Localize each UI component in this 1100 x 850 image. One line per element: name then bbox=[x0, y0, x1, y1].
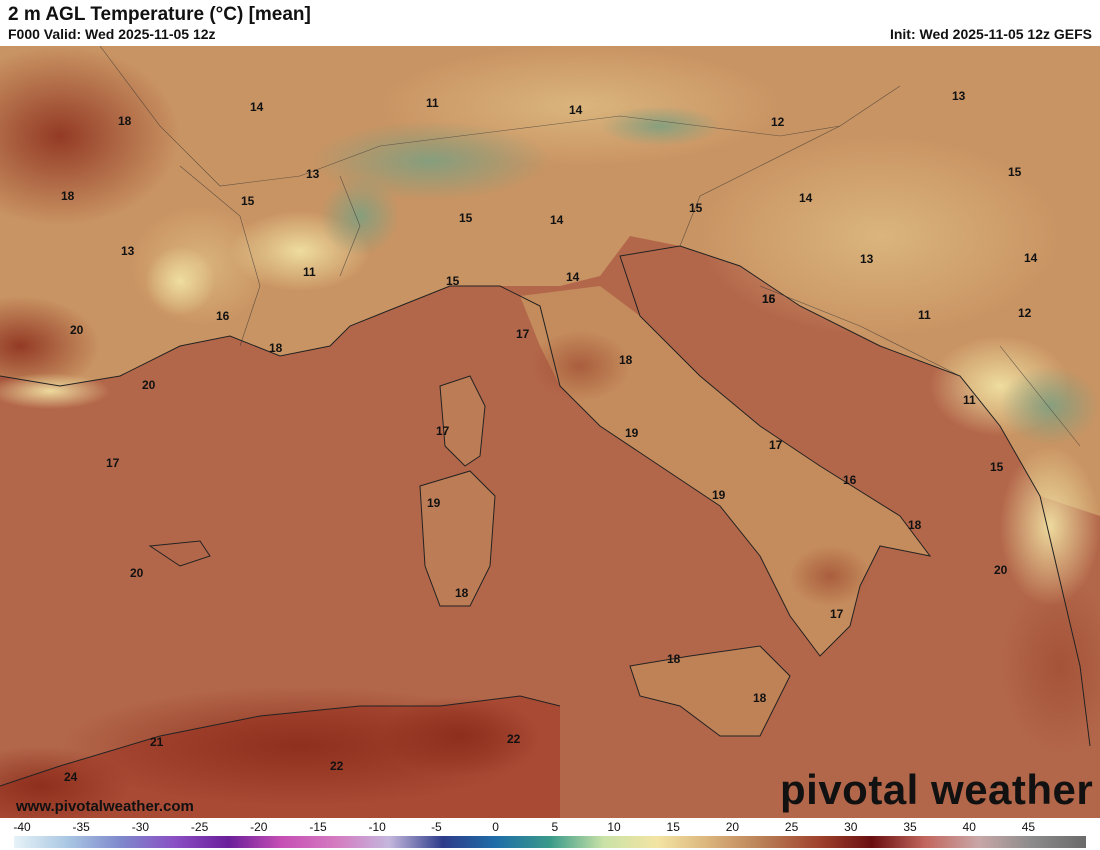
map-value-label: 15 bbox=[241, 194, 255, 208]
map-value-label: 14 bbox=[550, 213, 564, 227]
map-value-label: 19 bbox=[427, 496, 441, 510]
colorbar-tick-label: -40 bbox=[13, 820, 31, 834]
colorbar-tick-label: 35 bbox=[903, 820, 917, 834]
cool-region bbox=[1000, 446, 1100, 606]
warm-region bbox=[530, 331, 630, 401]
land-sicily bbox=[630, 646, 790, 736]
brand-logo: pivotal weather bbox=[780, 766, 1094, 813]
map-value-label: 18 bbox=[908, 518, 922, 532]
map-value-label: 18 bbox=[753, 691, 767, 705]
borders bbox=[99, 46, 1081, 447]
map-value-label: 20 bbox=[130, 566, 144, 580]
colorbar-tick-label: 25 bbox=[785, 820, 799, 834]
map-value-label: 15 bbox=[990, 460, 1004, 474]
map-value-label: 15 bbox=[446, 274, 460, 288]
map-value-label: 13 bbox=[306, 167, 320, 181]
colorbar-tick-label: -15 bbox=[309, 820, 327, 834]
colorbar-tick-label: 5 bbox=[551, 820, 558, 834]
map-header: 2 m AGL Temperature (°C) [mean] F000 Val… bbox=[0, 0, 1100, 46]
map-value-label: 13 bbox=[121, 244, 135, 258]
warm-region bbox=[790, 546, 870, 606]
map-value-label: 21 bbox=[150, 735, 164, 749]
warm-region bbox=[0, 46, 180, 226]
map-value-label: 13 bbox=[860, 252, 874, 266]
colorbar-tick-label: -20 bbox=[250, 820, 268, 834]
cold-region bbox=[320, 176, 400, 256]
colorbar-tick-label: 30 bbox=[844, 820, 858, 834]
map-value-label: 18 bbox=[619, 353, 633, 367]
map-value-label: 15 bbox=[762, 292, 776, 306]
warm-region bbox=[0, 746, 130, 818]
map-value-label: 19 bbox=[712, 488, 726, 502]
map-value-label: 11 bbox=[963, 393, 976, 407]
map-value-label: 11 bbox=[426, 96, 439, 110]
map-value-label: 11 bbox=[918, 308, 931, 322]
colorbar-tick-label: 40 bbox=[963, 820, 977, 834]
map-value-label: 17 bbox=[106, 456, 120, 470]
map-value-label: 22 bbox=[330, 759, 344, 773]
map-value-label: 18 bbox=[667, 652, 681, 666]
map-value-label: 22 bbox=[507, 732, 521, 746]
map-value-label: 17 bbox=[769, 438, 783, 452]
colorbar: -40 -35 -30 -25 -20 -15 -10 -5 0 5 10 15 20 25 30 35 40 4… bbox=[0, 818, 1100, 850]
map-value-label: 20 bbox=[994, 563, 1008, 577]
map-value-label: 16 bbox=[216, 309, 230, 323]
init-time: Init: Wed 2025-11-05 12z GEFS bbox=[889, 26, 1092, 42]
map-canvas: 18 14 11 14 12 13 18 15 13 15 14 15 14 1… bbox=[0, 46, 1100, 818]
map-value-label: 14 bbox=[799, 191, 813, 205]
land-corsica bbox=[440, 376, 485, 466]
map-value-label: 14 bbox=[250, 100, 264, 114]
map-value-label: 17 bbox=[436, 424, 450, 438]
map-value-label: 16 bbox=[762, 292, 776, 306]
map-value-label: 16 bbox=[843, 473, 857, 487]
map-value-label: 17 bbox=[516, 327, 530, 341]
map-value-label: 14 bbox=[566, 270, 580, 284]
valid-time: F000 Valid: Wed 2025-11-05 12z bbox=[8, 26, 216, 42]
map-title: 2 m AGL Temperature (°C) [mean] bbox=[8, 4, 311, 25]
colorbar-tick-label: 10 bbox=[607, 820, 621, 834]
colorbar-tick-label: 20 bbox=[726, 820, 740, 834]
colorbar-tick-label: -30 bbox=[132, 820, 150, 834]
cold-region bbox=[600, 106, 720, 146]
colorbar-tick-label: -35 bbox=[73, 820, 91, 834]
warm-region bbox=[0, 296, 100, 396]
land-sardinia bbox=[420, 471, 495, 606]
map-value-label: 20 bbox=[70, 323, 84, 337]
colorbar-gradient bbox=[14, 836, 1086, 848]
colorbar-tick-label: -25 bbox=[191, 820, 209, 834]
map-value-label: 15 bbox=[689, 201, 703, 215]
map-value-label: 24 bbox=[64, 770, 78, 784]
cool-region bbox=[145, 246, 215, 316]
temperature-map: 18 14 11 14 12 13 18 15 13 15 14 15 14 1… bbox=[0, 46, 1100, 818]
map-value-label: 13 bbox=[952, 89, 966, 103]
warm-region bbox=[380, 696, 540, 776]
colorbar-tick-label: 0 bbox=[492, 820, 499, 834]
colorbar-tick-label: 15 bbox=[667, 820, 681, 834]
map-value-label: 15 bbox=[459, 211, 473, 225]
colorbar-tick-label: 45 bbox=[1022, 820, 1036, 834]
website-watermark: www.pivotalweather.com bbox=[16, 798, 194, 815]
value-labels: 18 14 11 14 12 13 18 15 13 15 14 15 14 1… bbox=[61, 89, 1038, 784]
mild-region bbox=[700, 136, 1060, 336]
map-value-label: 19 bbox=[625, 426, 639, 440]
map-value-label: 12 bbox=[771, 115, 785, 129]
map-value-label: 18 bbox=[61, 189, 75, 203]
map-value-label: 14 bbox=[569, 103, 583, 117]
map-value-label: 18 bbox=[269, 341, 283, 355]
colorbar-tick-label: -10 bbox=[369, 820, 387, 834]
map-value-label: 20 bbox=[142, 378, 156, 392]
warm-region bbox=[1000, 576, 1100, 756]
map-value-label: 17 bbox=[830, 607, 844, 621]
map-value-label: 18 bbox=[118, 114, 132, 128]
map-value-label: 11 bbox=[303, 265, 316, 279]
coastlines bbox=[0, 245, 1091, 787]
map-value-label: 14 bbox=[1024, 251, 1038, 265]
cold-region bbox=[1000, 366, 1100, 446]
map-value-label: 15 bbox=[1008, 165, 1022, 179]
map-value-label: 12 bbox=[1018, 306, 1032, 320]
map-value-label: 18 bbox=[455, 586, 469, 600]
colorbar-canvas: -40 -35 -30 -25 -20 -15 -10 -5 0 5 10 15 20 25 30 35 40 4… bbox=[13, 820, 1086, 848]
colorbar-tick-label: -5 bbox=[431, 820, 442, 834]
colorbar-ticks: -40 -35 -30 -25 -20 -15 -10 -5 0 5 10 15 20 25 30 35 40 4… bbox=[13, 820, 1035, 834]
